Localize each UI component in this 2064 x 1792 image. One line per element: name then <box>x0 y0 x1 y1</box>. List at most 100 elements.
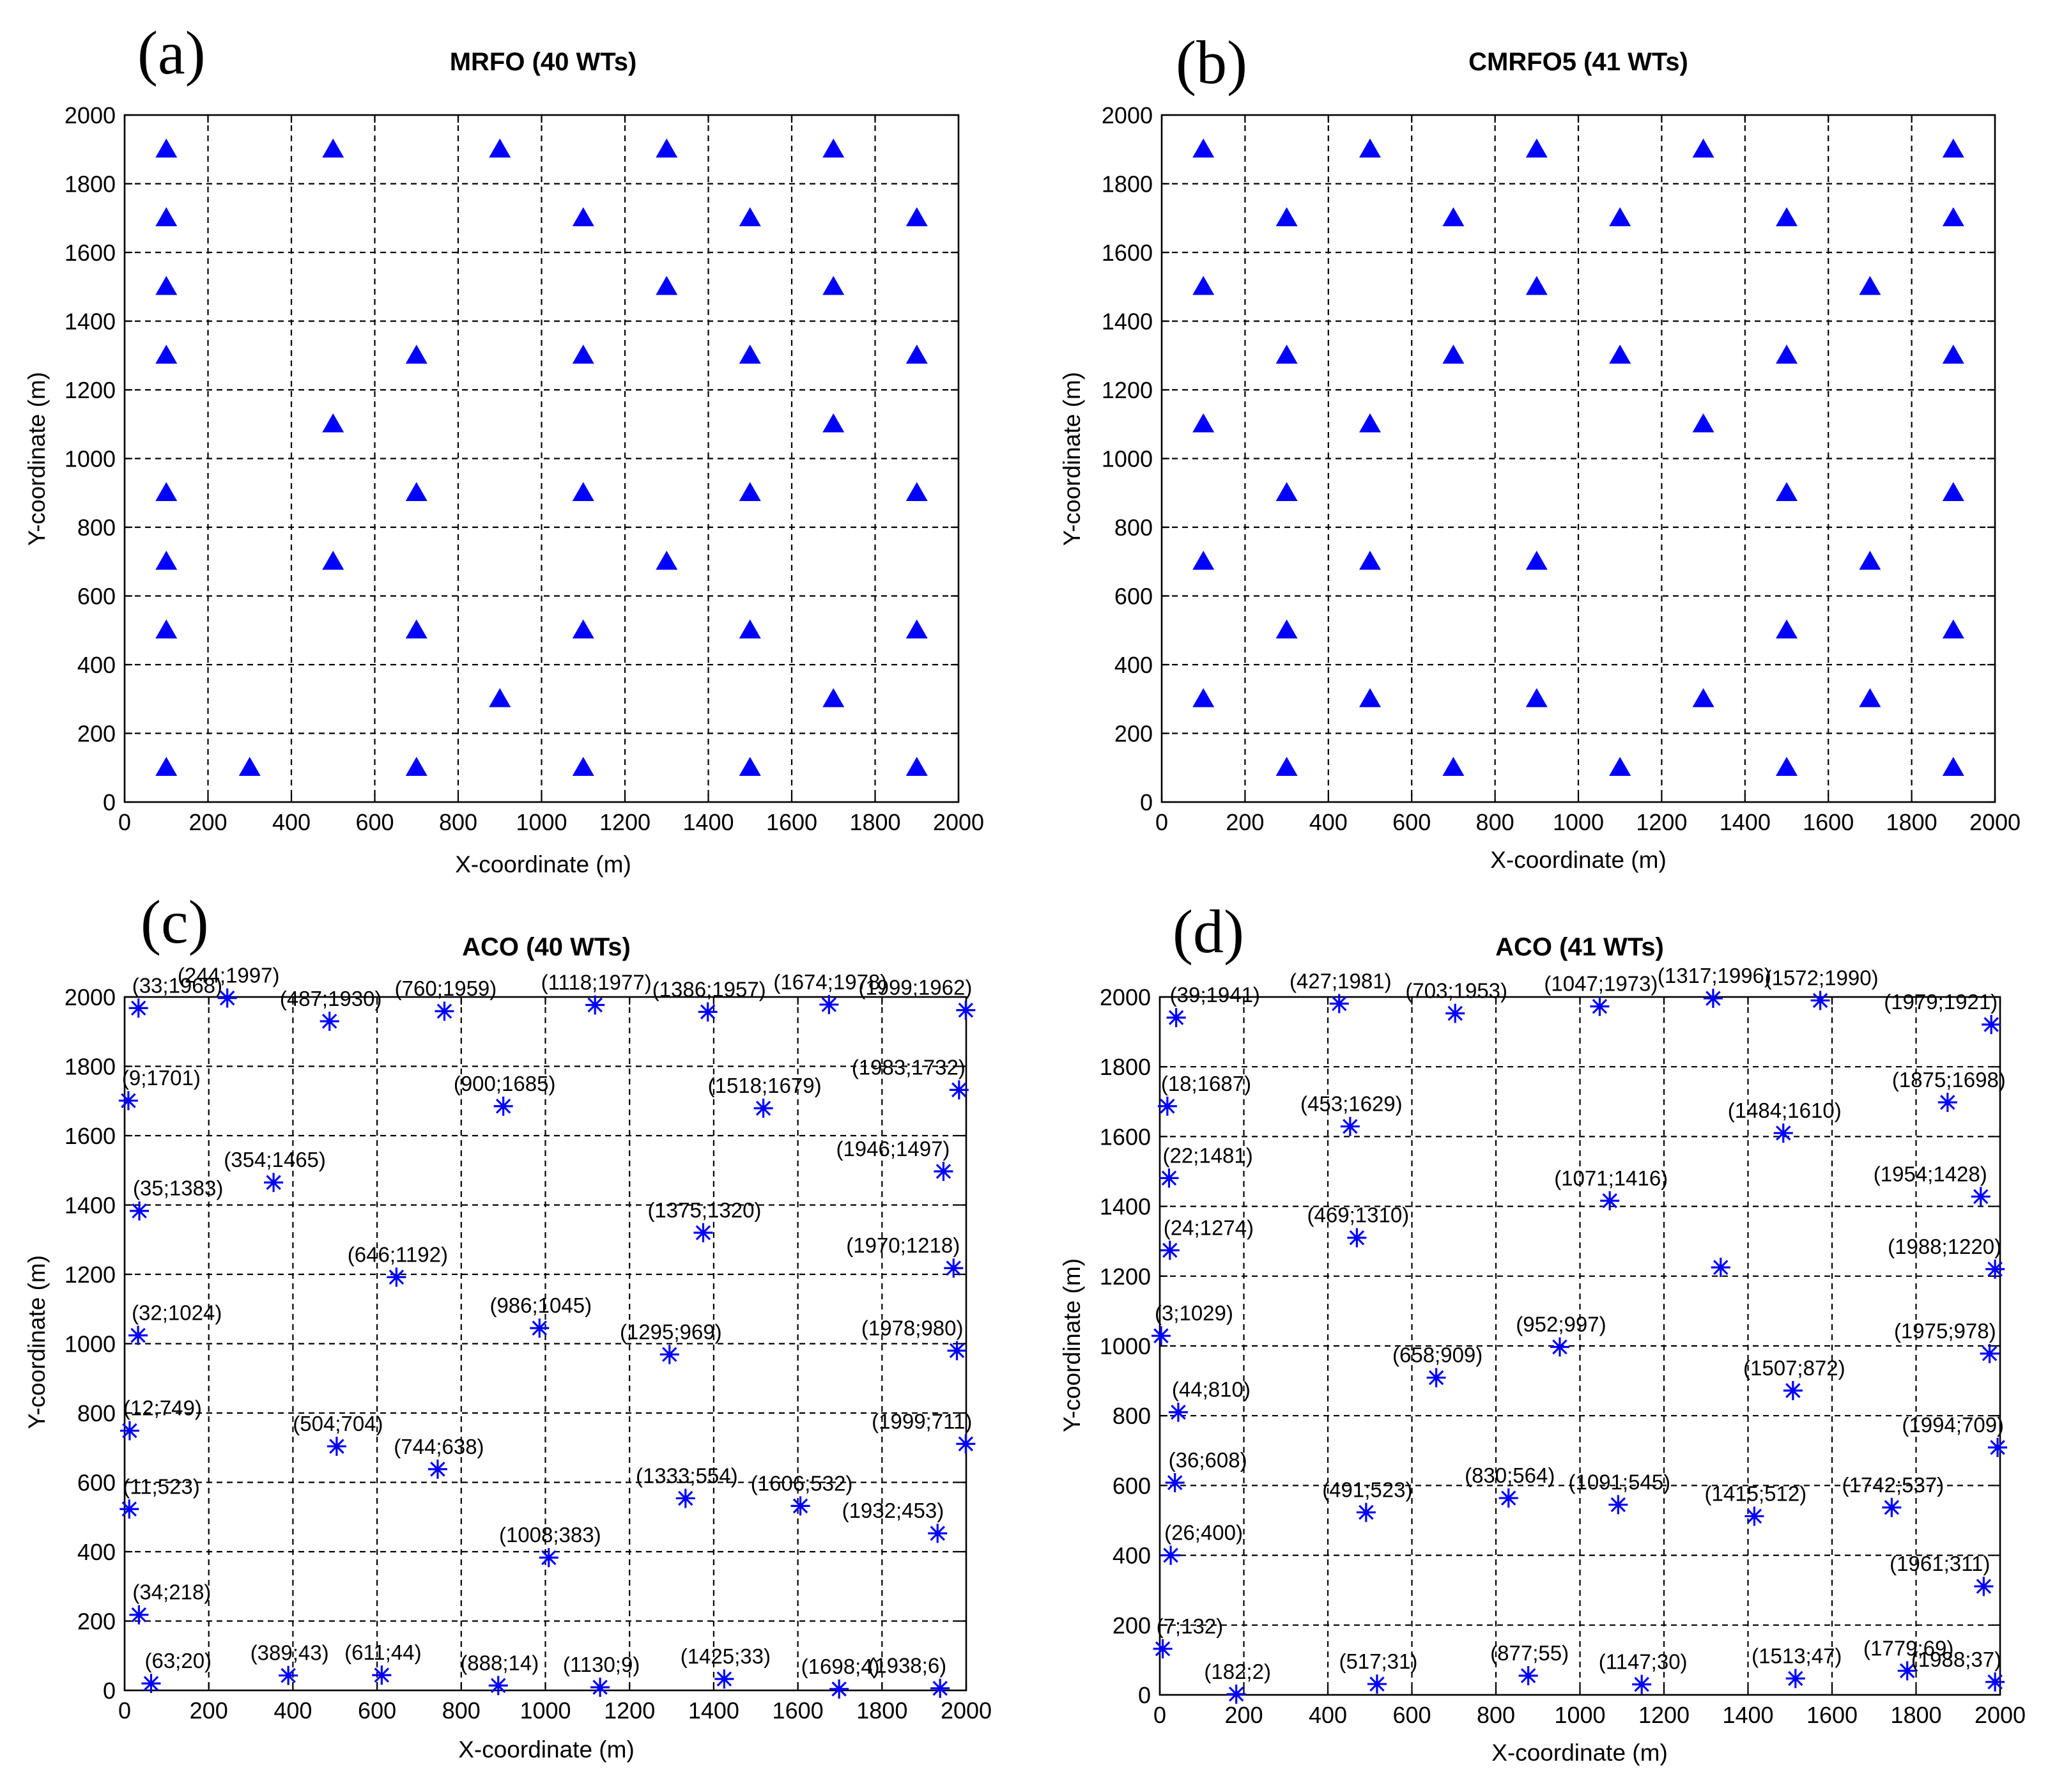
turbine-marker <box>128 1325 148 1345</box>
turbine-marker <box>427 1459 447 1479</box>
turbine-marker <box>1773 1123 1793 1143</box>
turbine-marker <box>1776 344 1798 364</box>
y-tick-label: 600 <box>1114 583 1153 610</box>
coordinate-annotation: (7;132) <box>1157 1614 1224 1638</box>
y-tick-label: 0 <box>103 789 116 815</box>
coordinate-annotation: (182;2) <box>1204 1660 1271 1683</box>
coordinate-annotation: (1415;512) <box>1705 1481 1807 1505</box>
coordinate-annotation: (26;400) <box>1164 1521 1243 1545</box>
y-tick-label: 800 <box>1113 1403 1151 1429</box>
x-tick-label: 1200 <box>1636 809 1687 835</box>
turbine-marker <box>1329 994 1349 1014</box>
coordinate-annotation: (1071;1416) <box>1554 1166 1668 1190</box>
y-tick-label: 1200 <box>1102 377 1153 403</box>
turbine-marker <box>1160 1240 1180 1260</box>
coordinate-annotation: (34;218) <box>132 1580 211 1604</box>
y-tick-label: 800 <box>77 514 116 541</box>
x-tick-label: 400 <box>1309 809 1348 835</box>
plot-frame <box>1160 114 1996 803</box>
turbine-marker <box>405 619 427 638</box>
turbine-marker <box>1985 1672 2005 1692</box>
coordinate-annotation: (427;1981) <box>1290 969 1392 993</box>
turbine-marker <box>1783 1380 1803 1400</box>
turbine-marker <box>656 275 678 295</box>
x-tick-label: 1600 <box>1803 809 1854 835</box>
coordinate-annotation: (1091;545) <box>1569 1470 1671 1494</box>
turbine-marker <box>714 1669 734 1689</box>
y-tick-label: 1600 <box>65 1123 116 1149</box>
turbine-marker <box>656 550 678 570</box>
turbine-marker <box>659 1345 679 1364</box>
x-tick-label: 800 <box>442 1697 481 1724</box>
turbine-marker <box>819 994 839 1014</box>
x-tick-label: 1200 <box>599 809 651 835</box>
coordinate-annotation: (877;55) <box>1490 1641 1569 1665</box>
y-tick-label: 200 <box>1113 1612 1151 1639</box>
turbine-marker <box>739 619 761 638</box>
coordinate-annotation: (611;44) <box>344 1641 421 1664</box>
y-tick-label: 400 <box>77 652 116 678</box>
turbine-marker <box>1226 1684 1246 1704</box>
turbine-marker <box>155 482 178 501</box>
panel-letter: (a) <box>137 19 206 87</box>
coordinate-annotation: (1742;537) <box>1842 1473 1945 1497</box>
turbine-marker <box>1711 1258 1730 1278</box>
turbine-marker <box>1525 550 1548 570</box>
x-tick-label: 200 <box>1224 1702 1263 1728</box>
turbine-marker <box>1525 275 1548 295</box>
x-tick-label: 1000 <box>1554 1702 1605 1728</box>
x-tick-label: 800 <box>1477 1702 1515 1728</box>
turbine-marker <box>1166 1008 1186 1028</box>
turbine-marker <box>693 1223 713 1242</box>
turbine-marker <box>572 344 594 364</box>
chart-title: ACO (41 WTs) <box>1495 933 1664 961</box>
panel-letter: (c) <box>141 888 209 956</box>
coordinate-annotation: (517;31) <box>1339 1649 1417 1673</box>
turbine-marker <box>956 1434 976 1454</box>
coordinate-annotation: (830;564) <box>1465 1464 1555 1487</box>
turbine-marker <box>956 1000 976 1020</box>
x-tick-label: 1600 <box>773 1697 824 1724</box>
coordinate-annotation: (1674;1978) <box>773 970 887 994</box>
turbine-marker <box>119 1421 139 1441</box>
coordinate-annotation: (39;1941) <box>1170 983 1260 1007</box>
turbine-marker <box>949 1080 969 1100</box>
y-tick-label: 2000 <box>65 102 116 128</box>
turbine-marker <box>1151 1326 1171 1346</box>
coordinate-annotation: (1572;1990) <box>1765 966 1879 989</box>
turbine-marker <box>1192 275 1215 295</box>
turbine-marker <box>829 1679 849 1699</box>
x-tick-label: 400 <box>1309 1702 1347 1728</box>
turbine-marker <box>405 344 427 364</box>
turbine-marker <box>539 1548 558 1568</box>
x-tick-label: 1800 <box>1886 809 1937 835</box>
turbine-marker <box>1192 138 1215 158</box>
turbine-marker <box>405 482 427 501</box>
turbine-marker <box>572 482 594 501</box>
turbine-marker <box>947 1341 967 1361</box>
turbine-marker <box>1153 1639 1173 1658</box>
coordinate-annotation: (703;1953) <box>1405 979 1507 1003</box>
turbine-marker <box>905 619 928 638</box>
turbine-marker <box>493 1096 513 1116</box>
turbine-marker <box>675 1488 695 1508</box>
coordinate-annotation: (658;909) <box>1392 1343 1483 1367</box>
turbine-marker <box>753 1099 773 1118</box>
turbine-marker <box>1445 1003 1465 1023</box>
turbine-marker <box>739 757 761 776</box>
turbine-marker <box>1550 1337 1569 1357</box>
x-tick-label: 1600 <box>1806 1702 1858 1728</box>
y-tick-label: 800 <box>1114 514 1153 541</box>
coordinate-annotation: (389;43) <box>250 1641 329 1665</box>
turbine-marker <box>322 413 344 433</box>
y-tick-label: 1600 <box>1100 1124 1151 1150</box>
coordinate-annotation: (1954;1428) <box>1874 1162 1987 1186</box>
x-tick-label: 400 <box>272 809 311 835</box>
coordinate-annotation: (244;1997) <box>178 964 280 987</box>
coordinate-annotation: (1386;1957) <box>652 977 766 1001</box>
turbine-marker <box>1426 1368 1446 1387</box>
x-tick-label: 0 <box>118 809 131 835</box>
y-tick-label: 200 <box>77 1609 116 1635</box>
coordinate-annotation: (1999;1962) <box>858 976 972 1000</box>
y-tick-label: 1400 <box>1102 309 1153 335</box>
